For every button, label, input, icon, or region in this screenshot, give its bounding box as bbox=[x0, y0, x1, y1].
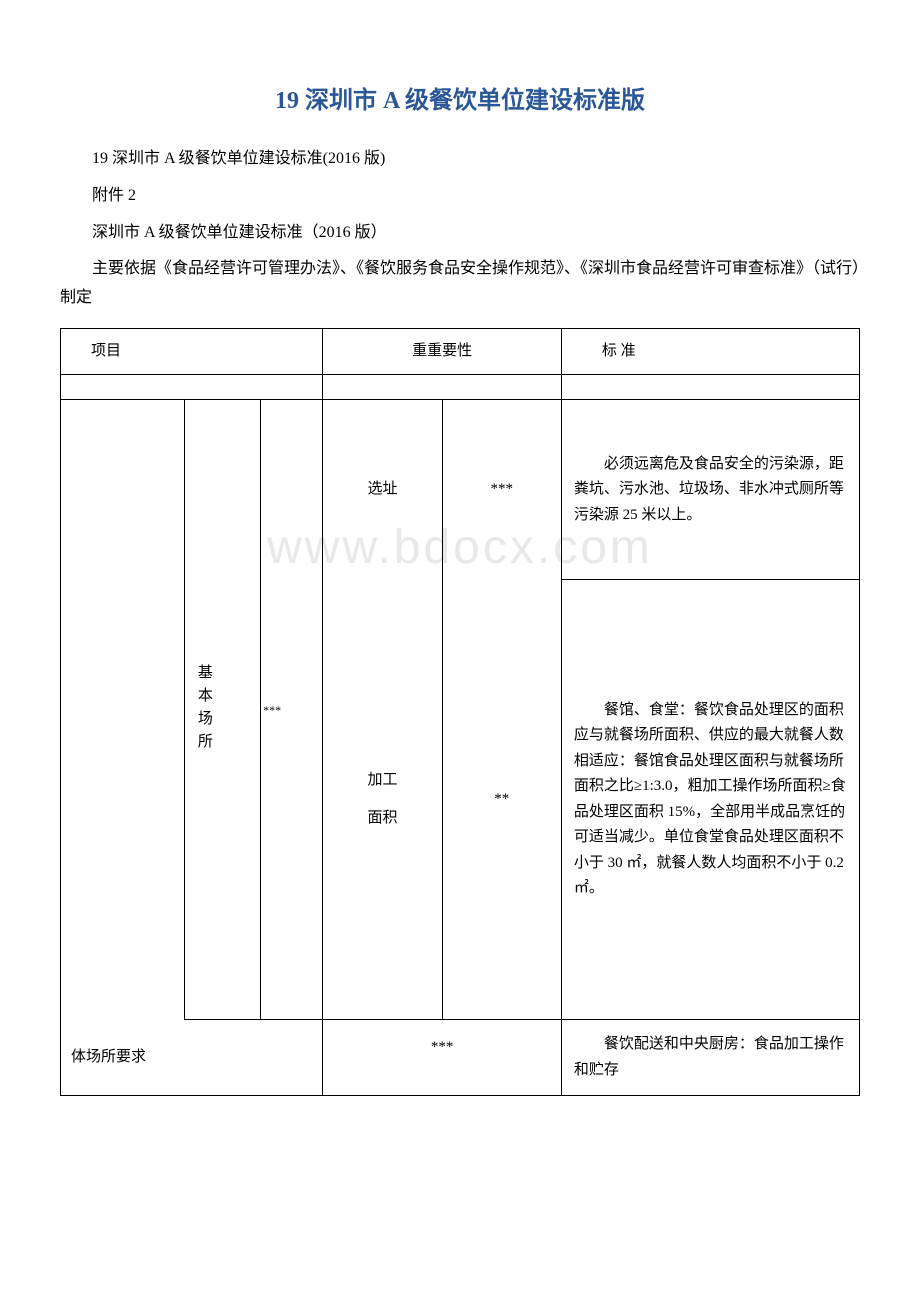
table-row: 基本场所 *** 选址 *** 必须远离危及食品安全的污染源，距粪坑、污水池、垃… bbox=[61, 400, 860, 580]
cell-subcategory-2: 加工 面积 bbox=[323, 580, 442, 1020]
category-stars-text: *** bbox=[263, 703, 281, 717]
paragraph-subtitle: 19 深圳市 A 级餐饮单位建设标准(2016 版) bbox=[60, 145, 860, 174]
cell-category-stars: *** bbox=[261, 400, 323, 1020]
table-empty-row bbox=[61, 375, 860, 400]
header-standard: 标 准 bbox=[561, 328, 859, 375]
header-project: 项目 bbox=[61, 328, 323, 375]
cell-importance-3: *** bbox=[323, 1020, 562, 1096]
table-row: 体场所要求 *** 餐饮配送和中央厨房：食品加工操作和贮存 bbox=[61, 1020, 860, 1096]
cell-standard-3: 餐饮配送和中央厨房：食品加工操作和贮存 bbox=[561, 1020, 859, 1096]
cell-standard-1: 必须远离危及食品安全的污染源，距粪坑、污水池、垃圾场、非水冲式厕所等污染源 25… bbox=[561, 400, 859, 580]
paragraph-basis: 主要依据《食品经营许可管理办法》、《餐饮服务食品安全操作规范》、《深圳市食品经营… bbox=[60, 255, 860, 313]
document-title: 19 深圳市 A 级餐饮单位建设标准版 bbox=[60, 80, 860, 115]
paragraph-attachment: 附件 2 bbox=[60, 182, 860, 211]
paragraph-standard-name: 深圳市 A 级餐饮单位建设标准（2016 版） bbox=[60, 219, 860, 248]
cell-category: 基本场所 bbox=[185, 400, 261, 1020]
subcategory-2-line2: 面积 bbox=[333, 806, 431, 832]
standards-table-container: 项目 重重要性 标 准 基本场所 *** 选址 *** bbox=[60, 328, 860, 1097]
table-header-row: 项目 重重要性 标 准 bbox=[61, 328, 860, 375]
cell-importance-2: ** bbox=[442, 580, 561, 1020]
cell-category-3: 体场所要求 bbox=[61, 1020, 323, 1096]
cell-subcategory-1: 选址 bbox=[323, 400, 442, 580]
standards-table: 项目 重重要性 标 准 基本场所 *** 选址 *** bbox=[60, 328, 860, 1097]
header-importance: 重重要性 bbox=[323, 328, 562, 375]
cell-outer-spacer bbox=[61, 400, 185, 1020]
category-label: 基本场所 bbox=[185, 644, 221, 776]
cell-standard-2: 餐馆、食堂：餐饮食品处理区的面积应与就餐场所面积、供应的最大就餐人数相适应：餐馆… bbox=[561, 580, 859, 1020]
subcategory-2-line1: 加工 bbox=[333, 768, 431, 794]
cell-importance-1: *** bbox=[442, 400, 561, 580]
